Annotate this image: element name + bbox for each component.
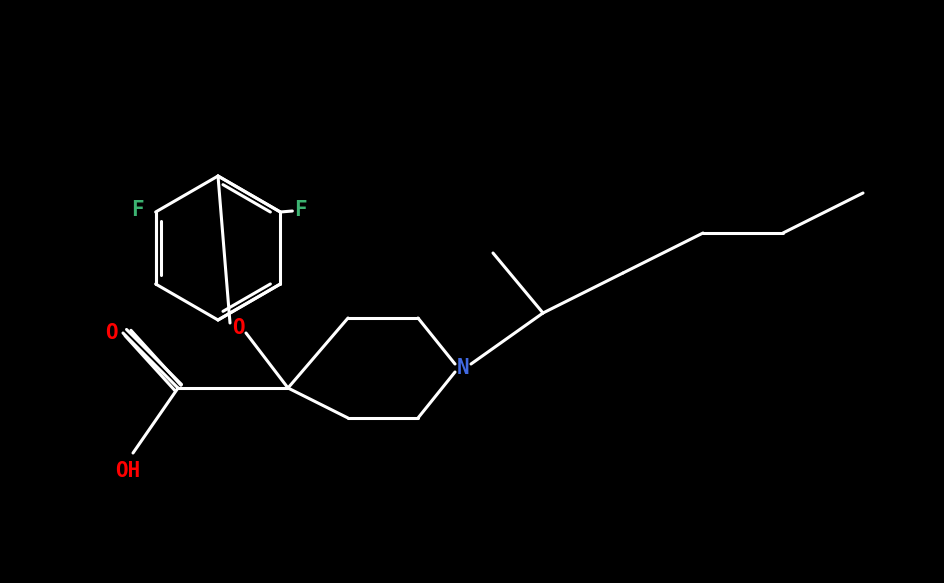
Text: F: F [294, 200, 307, 220]
Text: F: F [131, 200, 143, 220]
Text: N: N [456, 358, 469, 378]
Text: OH: OH [115, 461, 141, 481]
Text: O: O [231, 318, 244, 338]
Text: O: O [105, 323, 117, 343]
